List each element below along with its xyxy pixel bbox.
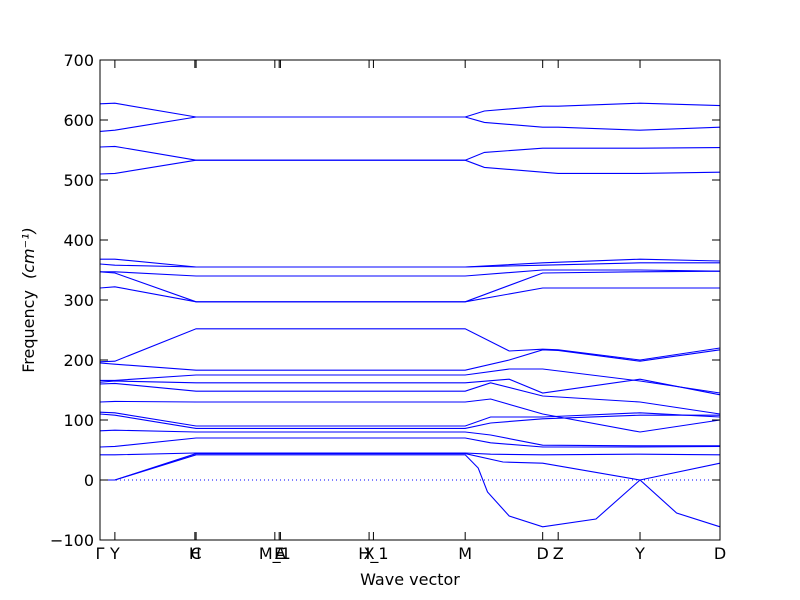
- y-tick-label: 700: [63, 51, 94, 70]
- x-tick-label: H_1: [358, 544, 388, 564]
- axes: [99, 59, 721, 541]
- y-tick-label: 600: [63, 111, 94, 130]
- band-line-10: [99, 328, 721, 363]
- x-tick-label: Z: [553, 544, 564, 563]
- x-tick-label: M: [458, 544, 472, 563]
- band-line-4: [99, 159, 721, 175]
- band-line-15: [99, 398, 721, 433]
- x-tick-label: C: [191, 544, 202, 563]
- x-tick-label: Y: [109, 544, 120, 563]
- band-line-20: [100, 452, 721, 456]
- y-axis-label-group: Frequency (cm⁻¹): [19, 227, 38, 372]
- band-line-11: [99, 349, 721, 371]
- band-line-18: [99, 429, 720, 447]
- y-tick-label: −100: [50, 531, 94, 550]
- y-tick-label: 0: [84, 471, 94, 490]
- x-tick-label: Γ: [96, 544, 105, 563]
- y-tick-labels: −100 0 100 200 300 400 500 600 700: [50, 51, 94, 550]
- y-axis-label-text: Frequency: [19, 290, 38, 373]
- band-line-6: [99, 262, 720, 268]
- y-tick-label: 300: [63, 291, 94, 310]
- x-tick-label: D: [714, 544, 726, 563]
- band-line-1: [99, 102, 721, 118]
- y-axis-label: Frequency (cm⁻¹): [19, 227, 38, 372]
- y-tick-label: 200: [63, 351, 94, 370]
- band-line-22: [100, 454, 721, 528]
- x-tick-labels: Γ Y HC M_1EA XH_1 M D Z Y D: [96, 544, 727, 564]
- plot-frame: [99, 59, 721, 541]
- band-line-21: [100, 453, 721, 481]
- x-tick-label: E: [274, 544, 284, 563]
- y-tick-label: 500: [63, 171, 94, 190]
- band-lines: [99, 102, 721, 528]
- y-axis-label-unit: (cm⁻¹): [19, 227, 38, 279]
- x-tick-label: M_1: [259, 544, 291, 564]
- y-tick-label: 100: [63, 411, 94, 430]
- y-tick-label: 400: [63, 231, 94, 250]
- x-tick-label: D: [537, 544, 549, 563]
- x-tick-label: H: [189, 544, 201, 563]
- x-axis-label: Wave vector: [360, 570, 460, 589]
- band-line-19: [99, 437, 721, 448]
- band-line-16: [99, 411, 721, 427]
- band-line-12: [100, 368, 721, 394]
- x-tick-label: A: [275, 544, 286, 563]
- band-line-13: [99, 378, 721, 396]
- x-tick-label: Y: [634, 544, 645, 563]
- band-line-7: [100, 269, 721, 277]
- band-line-17: [99, 413, 720, 429]
- band-line-14: [99, 382, 721, 415]
- band-line-9: [99, 286, 720, 303]
- band-line-2: [99, 116, 721, 132]
- band-line-3: [99, 145, 721, 161]
- x-tick-label: X: [364, 544, 375, 563]
